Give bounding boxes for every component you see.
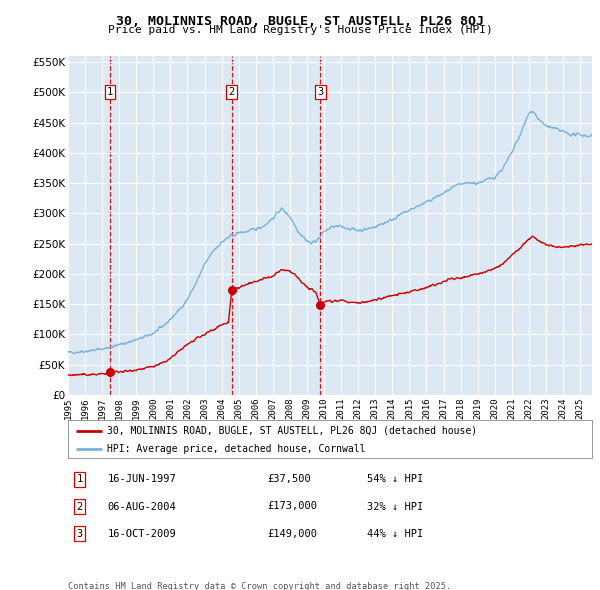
Text: 16-JUN-1997: 16-JUN-1997 xyxy=(107,474,176,484)
Text: 3: 3 xyxy=(76,529,83,539)
Text: Price paid vs. HM Land Registry's House Price Index (HPI): Price paid vs. HM Land Registry's House … xyxy=(107,25,493,35)
Text: £173,000: £173,000 xyxy=(267,502,317,512)
Text: 2: 2 xyxy=(229,87,235,97)
Text: 1: 1 xyxy=(76,474,83,484)
Text: 30, MOLINNIS ROAD, BUGLE, ST AUSTELL, PL26 8QJ: 30, MOLINNIS ROAD, BUGLE, ST AUSTELL, PL… xyxy=(116,15,484,28)
Text: 30, MOLINNIS ROAD, BUGLE, ST AUSTELL, PL26 8QJ (detached house): 30, MOLINNIS ROAD, BUGLE, ST AUSTELL, PL… xyxy=(107,425,478,435)
Text: £149,000: £149,000 xyxy=(267,529,317,539)
Text: 32% ↓ HPI: 32% ↓ HPI xyxy=(367,502,423,512)
Text: 2: 2 xyxy=(76,502,83,512)
Text: Contains HM Land Registry data © Crown copyright and database right 2025.
This d: Contains HM Land Registry data © Crown c… xyxy=(68,582,451,590)
Text: HPI: Average price, detached house, Cornwall: HPI: Average price, detached house, Corn… xyxy=(107,444,366,454)
Text: 06-AUG-2004: 06-AUG-2004 xyxy=(107,502,176,512)
Text: 1: 1 xyxy=(107,87,113,97)
Text: 54% ↓ HPI: 54% ↓ HPI xyxy=(367,474,423,484)
Text: 44% ↓ HPI: 44% ↓ HPI xyxy=(367,529,423,539)
Text: 16-OCT-2009: 16-OCT-2009 xyxy=(107,529,176,539)
Text: 3: 3 xyxy=(317,87,323,97)
Text: £37,500: £37,500 xyxy=(267,474,311,484)
